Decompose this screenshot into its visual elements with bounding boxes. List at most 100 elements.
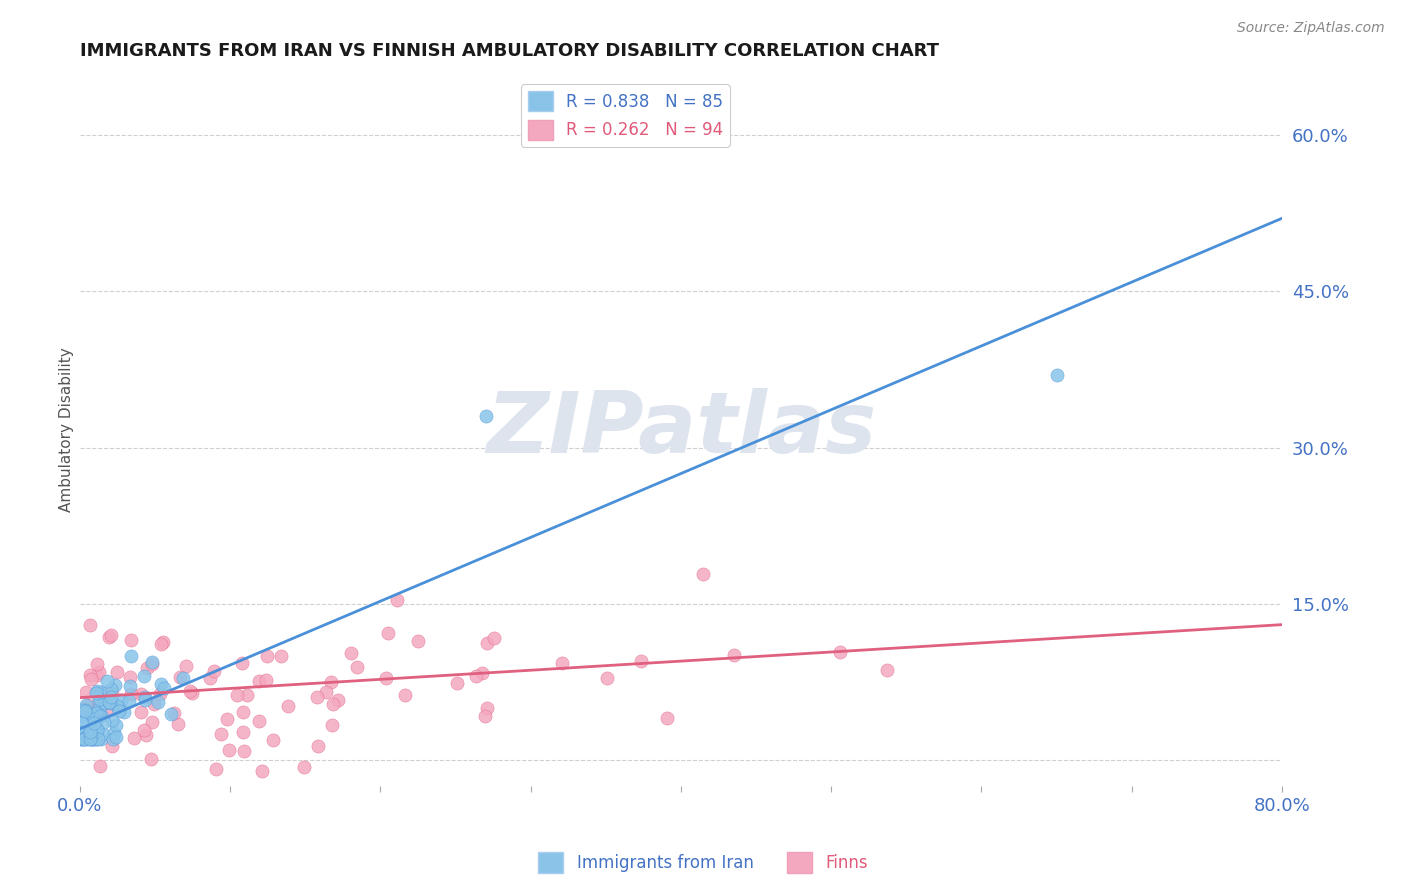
Point [118, 670, 141, 684]
Point [209, 727, 232, 741]
Point [89, 691, 111, 706]
Point [132, 669, 155, 683]
Point [149, 637, 172, 651]
Point [89, 701, 111, 715]
Text: ZIPatlas: ZIPatlas [486, 388, 876, 471]
Point [73, 705, 96, 719]
Point [655, 711, 678, 725]
Point [159, 706, 181, 721]
Point [141, 714, 163, 729]
Point [79, 724, 101, 739]
Point [82, 707, 104, 722]
Point [80, 729, 103, 743]
Point [551, 656, 574, 670]
Point [101, 713, 124, 727]
Point [79, 725, 101, 739]
Point [103, 732, 125, 747]
Point [326, 693, 349, 707]
Point [84, 724, 107, 739]
Point [465, 669, 488, 683]
Point [87, 702, 110, 716]
Point [135, 728, 157, 742]
Point [321, 717, 343, 731]
Point [76, 732, 98, 747]
Point [118, 680, 141, 694]
Point [231, 657, 253, 671]
Point [315, 685, 337, 699]
Point [75, 703, 97, 717]
Point [1045, 368, 1067, 382]
Point [149, 687, 172, 701]
Point [98, 690, 121, 705]
Point [76, 731, 98, 745]
Point [180, 686, 202, 700]
Point [394, 689, 416, 703]
Point [70, 732, 93, 747]
Point [73, 732, 96, 747]
Point [86, 709, 108, 723]
Point [72, 703, 94, 717]
Point [75, 698, 97, 713]
Point [134, 690, 156, 705]
Point [87, 694, 110, 708]
Point [375, 671, 398, 685]
Point [143, 698, 166, 712]
Point [232, 705, 254, 719]
Point [198, 672, 221, 686]
Point [75, 685, 97, 699]
Point [876, 663, 898, 677]
Point [79, 732, 101, 747]
Point [83, 715, 105, 730]
Point [101, 686, 124, 700]
Point [215, 713, 238, 727]
Point [76, 700, 98, 714]
Point [105, 718, 128, 732]
Point [83, 726, 105, 740]
Point [76, 698, 98, 713]
Point [70, 725, 93, 739]
Point [79, 727, 101, 741]
Point [89, 759, 111, 773]
Point [73, 732, 96, 747]
Legend: Immigrants from Iran, Finns: Immigrants from Iran, Finns [531, 846, 875, 880]
Point [77, 728, 100, 742]
Point [100, 739, 122, 754]
Point [83, 719, 105, 733]
Point [162, 706, 184, 721]
Point [307, 739, 329, 753]
Point [132, 723, 155, 738]
Point [79, 704, 101, 718]
Point [277, 698, 299, 713]
Point [75, 725, 97, 739]
Point [86, 684, 108, 698]
Point [235, 688, 257, 702]
Point [305, 690, 328, 705]
Point [94, 703, 117, 717]
Point [96, 674, 118, 689]
Point [346, 659, 368, 673]
Point [77, 728, 100, 742]
Point [103, 725, 125, 739]
Point [135, 661, 157, 675]
Point [97, 694, 120, 708]
Point [692, 567, 714, 582]
Point [100, 690, 122, 704]
Point [134, 693, 156, 707]
Point [202, 664, 225, 678]
Point [93, 697, 115, 711]
Point [104, 678, 127, 692]
Point [148, 694, 170, 708]
Point [89, 709, 111, 723]
Point [120, 687, 142, 701]
Point [385, 593, 408, 607]
Point [86, 657, 108, 672]
Y-axis label: Ambulatory Disability: Ambulatory Disability [59, 347, 75, 512]
Point [86, 732, 108, 747]
Point [262, 733, 284, 747]
Point [321, 674, 343, 689]
Point [252, 764, 274, 778]
Point [84, 686, 107, 700]
Point [70, 732, 93, 747]
Point [232, 724, 254, 739]
Point [474, 409, 496, 424]
